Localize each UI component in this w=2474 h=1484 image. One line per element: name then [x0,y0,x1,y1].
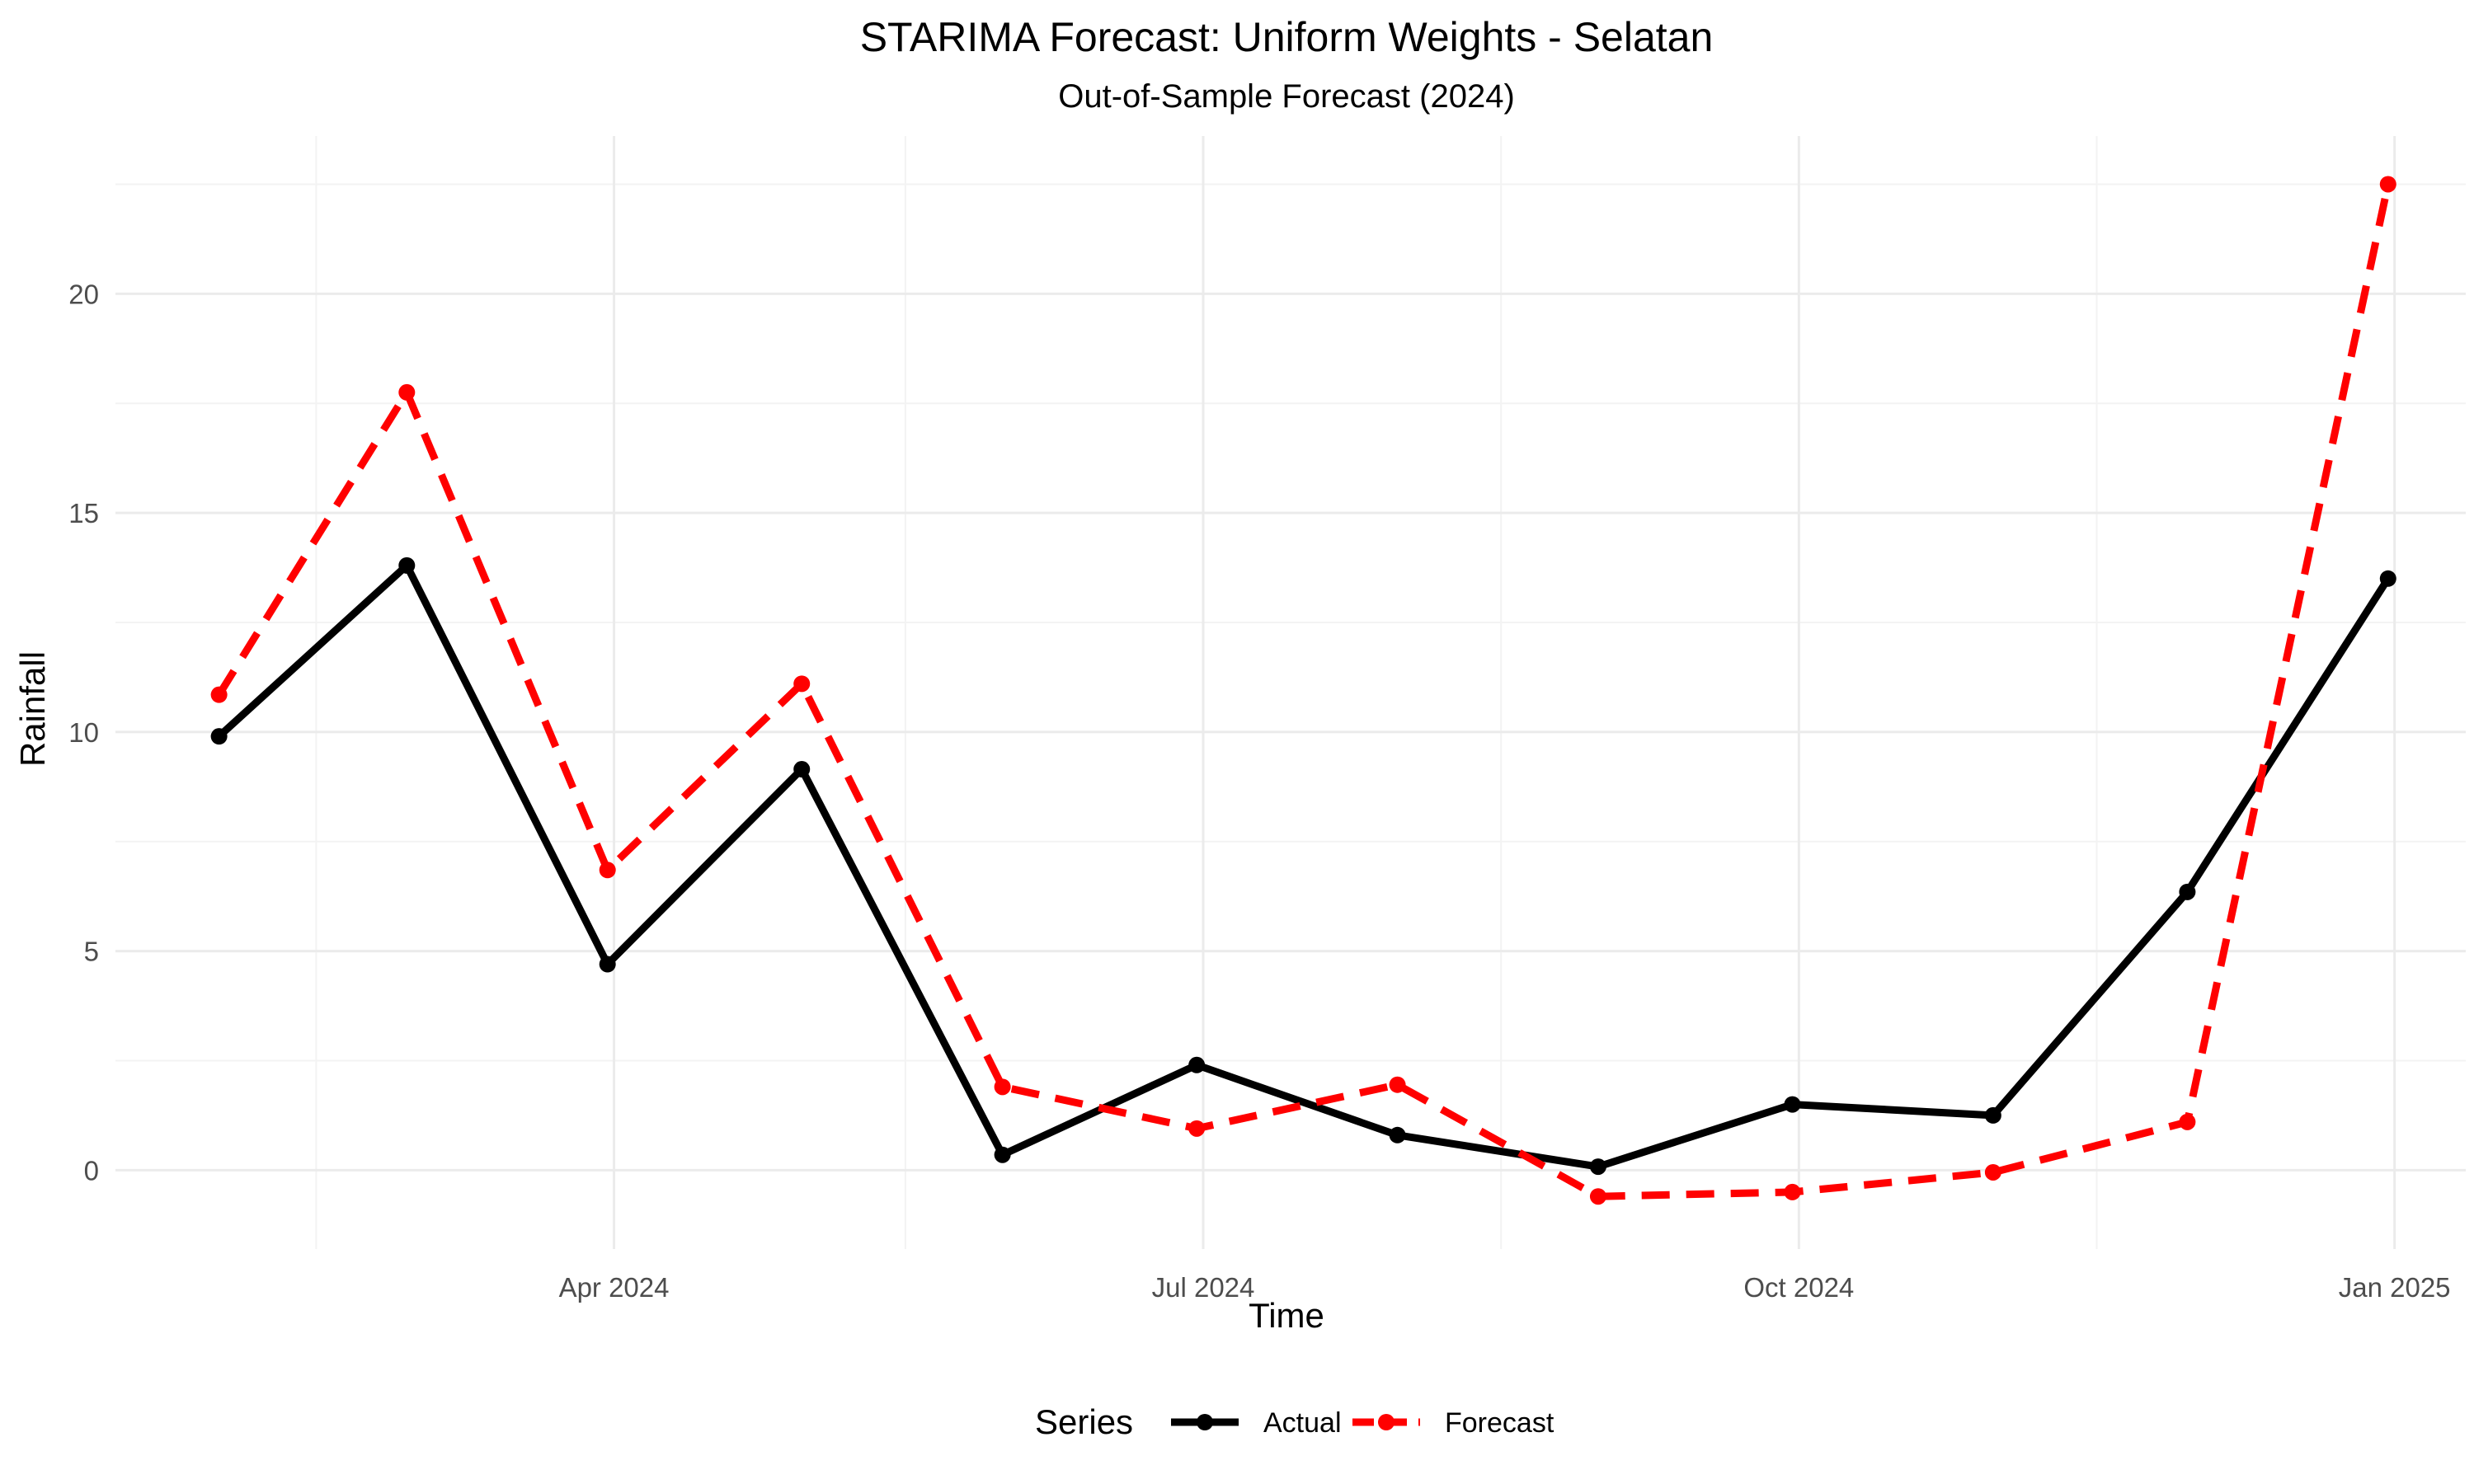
actual-point-8 [1784,1096,1801,1113]
y-tick-label-2: 10 [68,717,99,748]
legend-item-forecast: Forecast [1352,1407,1554,1439]
x-tick-label-2: Oct 2024 [1743,1272,1854,1303]
series-actual [210,556,2396,1176]
actual-point-9 [1984,1106,2001,1124]
legend-key-point-actual [1197,1414,1213,1430]
forecast-point-2 [599,862,616,879]
actual-point-7 [1589,1158,1606,1176]
y-tick-label-0: 0 [84,1155,99,1186]
forecast-point-9 [1984,1163,2001,1181]
actual-point-2 [599,956,616,973]
forecast-point-5 [1188,1120,1206,1137]
y-axis: 0 5 10 15 20 [68,279,99,1186]
actual-point-6 [1389,1126,1406,1144]
x-axis: Apr 2024 Jul 2024 Oct 2024 Jan 2025 [559,1272,2451,1303]
forecast-point-11 [2379,176,2396,193]
x-axis-title: Time [1249,1296,1324,1335]
y-tick-label-4: 20 [68,279,99,309]
x-tick-label-1: Jul 2024 [1152,1272,1255,1303]
forecast-point-4 [994,1078,1011,1096]
forecast-point-10 [2179,1113,2196,1130]
series-layer [210,176,2396,1205]
y-axis-title: Rainfall [13,651,52,767]
chart-subtitle: Out-of-Sample Forecast (2024) [1058,78,1515,115]
legend: Series Actual Forecast [1035,1402,1554,1441]
legend-key-point-forecast [1378,1414,1395,1430]
series-forecast [210,176,2396,1205]
forecast-line [215,183,2392,1200]
x-tick-label-3: Jan 2025 [2339,1272,2451,1303]
forecast-point-7 [1589,1188,1606,1205]
y-tick-label-1: 5 [84,937,99,967]
forecast-point-3 [793,675,811,693]
y-tick-label-3: 15 [68,498,99,528]
chart-title: STARIMA Forecast: Uniform Weights - Sela… [860,14,1714,60]
actual-point-3 [793,761,811,778]
actual-line [216,561,2392,1171]
legend-item-actual: Actual [1171,1407,1342,1439]
actual-point-1 [398,556,416,574]
legend-label-actual: Actual [1263,1407,1342,1439]
forecast-point-8 [1784,1183,1801,1200]
actual-point-10 [2179,883,2196,900]
actual-point-5 [1188,1056,1206,1073]
forecast-point-6 [1389,1076,1406,1093]
x-tick-label-0: Apr 2024 [559,1272,670,1303]
actual-point-0 [210,728,228,745]
legend-label-forecast: Forecast [1445,1407,1554,1439]
grid [115,136,2466,1249]
actual-point-4 [994,1146,1011,1163]
forecast-point-1 [398,383,416,401]
actual-point-11 [2379,570,2396,587]
forecast-point-0 [210,686,228,703]
legend-title: Series [1035,1402,1133,1441]
